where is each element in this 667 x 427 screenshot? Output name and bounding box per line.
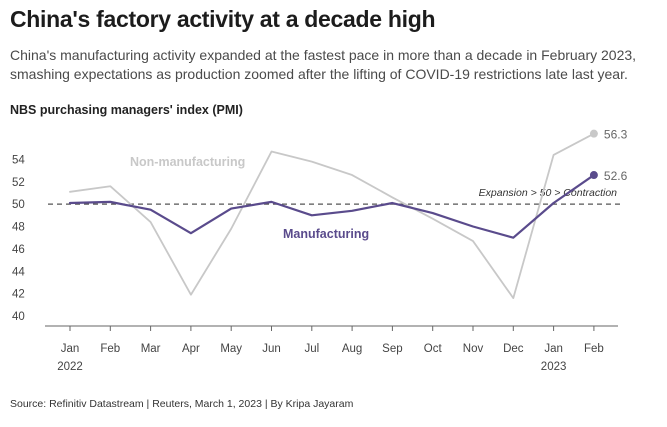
- y-tick-label: 40: [12, 311, 25, 323]
- y-tick-label: 50: [12, 199, 25, 211]
- y-tick-label: 46: [12, 244, 25, 256]
- manufacturing-point: [589, 171, 598, 180]
- x-tick-label: Mar: [141, 343, 161, 355]
- x-tick-label: Jun: [262, 343, 281, 355]
- x-tick-label: May: [220, 343, 242, 355]
- x-tick-label: Feb: [584, 343, 604, 355]
- y-axis-ticks: 40 42 44 46 48 50 52 54: [12, 154, 25, 323]
- non-manufacturing-line: [69, 132, 595, 300]
- y-tick-label: 52: [12, 177, 25, 189]
- series-labels: 56.3 52.6 Non-manufacturing Manufacturing: [130, 128, 628, 241]
- x-year-label: 2023: [541, 361, 567, 373]
- non-manufacturing-end-label: 56.3: [604, 128, 628, 142]
- source-note: Source: Refinitiv Datastream | Reuters, …: [10, 398, 354, 410]
- x-tick-label: Sep: [382, 343, 402, 355]
- x-tick-label: Nov: [463, 343, 484, 355]
- x-year-label: 2022: [57, 361, 83, 373]
- y-axis-title: NBS purchasing managers' index (PMI): [10, 103, 243, 117]
- manufacturing-series-label: Manufacturing: [283, 227, 369, 241]
- x-tick-label: Feb: [100, 343, 120, 355]
- x-tick-label: Apr: [182, 343, 200, 355]
- chart-title: China's factory activity at a decade hig…: [10, 6, 436, 32]
- series-group: [68, 129, 598, 300]
- x-tick-label: Jul: [304, 343, 319, 355]
- x-axis: Jan Feb Mar Apr May Jun Jul Aug Sep Oct Nov Dec Jan F…: [45, 325, 618, 373]
- manufacturing-end-label: 52.6: [604, 169, 628, 183]
- manufacturing-line: [68, 173, 596, 239]
- non-manufacturing-series-label: Non-manufacturing: [130, 155, 245, 169]
- x-tick-label: Jan: [544, 343, 563, 355]
- y-tick-label: 42: [12, 289, 25, 301]
- non-manufacturing-point: [589, 129, 598, 138]
- y-tick-label: 54: [12, 154, 25, 166]
- y-tick-label: 44: [12, 266, 25, 278]
- x-tick-label: Jan: [61, 343, 80, 355]
- y-tick-label: 48: [12, 222, 25, 234]
- x-tick-label: Aug: [342, 343, 362, 355]
- reference-line-group: Expansion > 50 > Contraction: [48, 187, 622, 205]
- x-tick-label: Oct: [424, 343, 443, 355]
- x-tick-label: Dec: [503, 343, 524, 355]
- reference-line-label: Expansion > 50 > Contraction: [479, 187, 618, 199]
- chart-subtitle: China's manufacturing activity expanded …: [10, 47, 637, 82]
